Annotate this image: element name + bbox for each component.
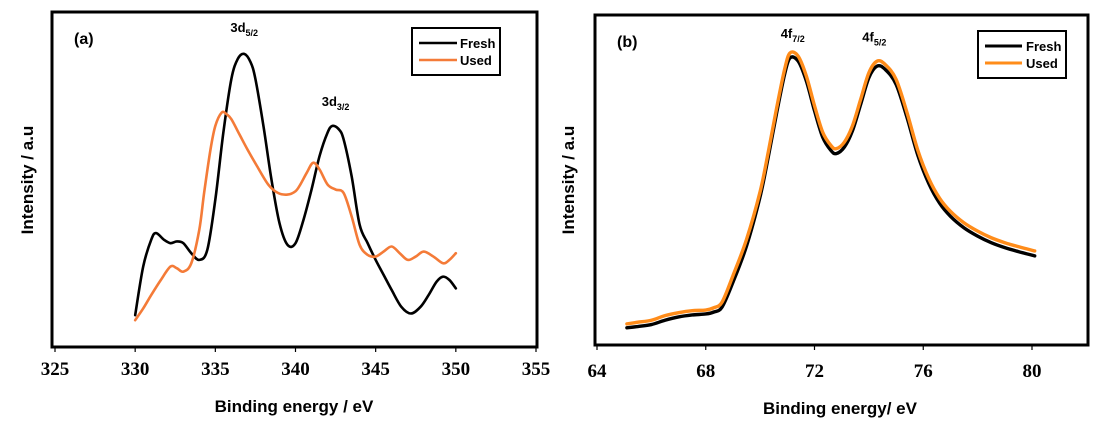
panel-b-legend: Fresh Used [977, 30, 1067, 79]
x-tick-label: 345 [361, 359, 390, 380]
series-line-fresh [133, 52, 458, 317]
panel-a-x-ticks: 325 330 335 340 345 350 355 [41, 347, 551, 380]
panel-b-y-axis-title: Intensity / a.u [559, 126, 578, 235]
peak-label: 3d5/2 [230, 20, 258, 38]
x-tick-label: 335 [201, 359, 230, 380]
panel-b-x-ticks: 64 68 72 76 80 [588, 345, 1042, 382]
panel-a-legend-box [411, 27, 501, 76]
panel-b-frame [593, 13, 1090, 347]
peak-label-subscript: 3/2 [337, 102, 350, 112]
peak-label-main: 3d [322, 94, 337, 109]
panel-a-y-axis-title: Intensity / a.u [18, 126, 37, 235]
x-tick-label: 76 [914, 361, 933, 382]
x-tick-label: 340 [281, 359, 310, 380]
x-tick-label: 64 [588, 361, 608, 382]
panel-a-label: (a) [74, 31, 94, 48]
panel-b-legend-fresh: Fresh [1026, 39, 1061, 54]
panel-a-series [133, 52, 458, 322]
panel-a-legend: Fresh Used [411, 27, 501, 76]
x-tick-label: 330 [121, 359, 150, 380]
series-line-fresh [625, 55, 1037, 330]
peak-label: 4f5/2 [862, 29, 886, 47]
panel-b-legend-used: Used [1026, 56, 1058, 71]
x-tick-label: 350 [442, 359, 471, 380]
x-tick-label: 68 [696, 361, 715, 382]
peak-label-main: 4f [862, 29, 874, 44]
peak-label-subscript: 5/2 [246, 28, 259, 38]
series-line-used [625, 50, 1037, 326]
peak-label-subscript: 5/2 [874, 37, 887, 47]
panel-a-legend-used: Used [460, 53, 492, 68]
panel-b-peak-labels: 4f7/2 4f5/2 [781, 26, 887, 47]
peak-label-main: 3d [230, 20, 245, 35]
panel-b-x-axis-title: Binding energy/ eV [763, 399, 918, 418]
x-tick-label: 325 [41, 359, 70, 380]
panel-a-frame [50, 10, 539, 349]
x-tick-label: 72 [805, 361, 824, 382]
peak-label-subscript: 7/2 [792, 34, 805, 44]
peak-label: 3d3/2 [322, 94, 350, 112]
peak-label-main: 4f [781, 26, 793, 41]
x-tick-label: 80 [1023, 361, 1042, 382]
x-tick-label: 355 [522, 359, 551, 380]
series-line-used [133, 110, 458, 322]
panel-b: 64 68 72 76 80 (b) 4f7/2 4f5/2 Fresh Used Bin… [559, 13, 1090, 418]
panel-b-legend-box [977, 30, 1067, 79]
panel-a-x-axis-title: Binding energy / eV [215, 397, 374, 416]
panel-a-legend-fresh: Fresh [460, 36, 495, 51]
panel-b-label: (b) [617, 34, 637, 51]
panel-b-series [625, 50, 1037, 330]
peak-label: 4f7/2 [781, 26, 805, 44]
